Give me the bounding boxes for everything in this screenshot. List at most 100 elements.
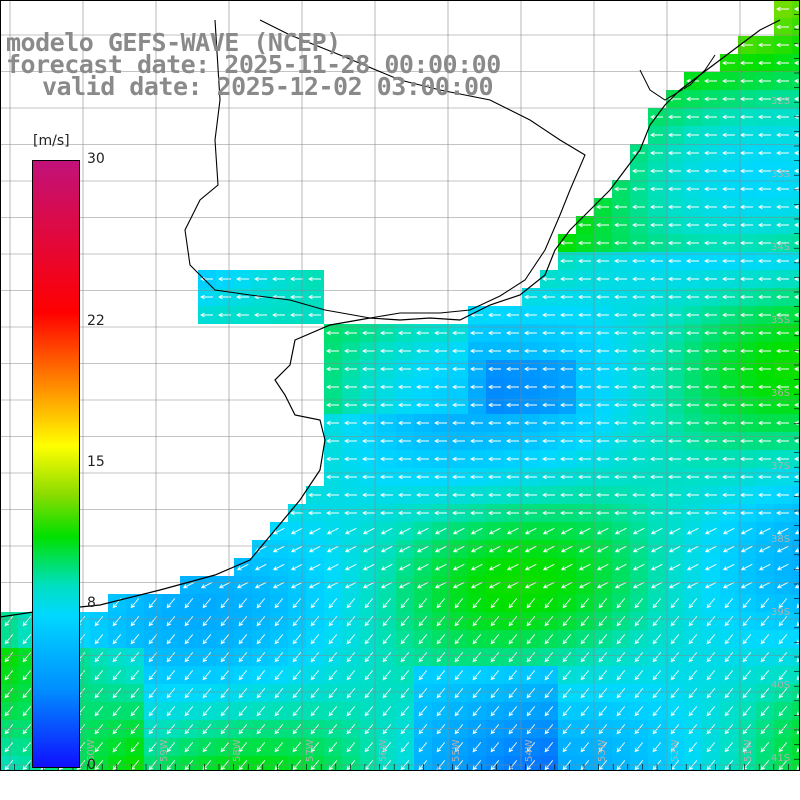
wind-arrow	[776, 204, 789, 210]
wind-arrow	[686, 132, 699, 138]
wind-arrow	[650, 258, 663, 264]
wind-arrow	[668, 150, 681, 156]
wind-arrow	[380, 420, 393, 426]
wind-arrow	[776, 510, 789, 516]
wind-arrow	[758, 114, 771, 120]
wind-arrow	[578, 240, 591, 246]
wind-arrow	[578, 384, 591, 390]
wind-arrow	[776, 527, 789, 535]
wind-arrow	[544, 724, 554, 735]
wind-arrow	[614, 420, 627, 426]
wind-arrow	[740, 492, 753, 498]
wind-arrow	[722, 222, 735, 228]
wind-arrow	[742, 724, 752, 735]
wind-arrow	[580, 652, 590, 663]
wind-arrow	[380, 456, 393, 462]
wind-arrow	[722, 438, 735, 444]
lon-label: 57W	[305, 739, 316, 762]
colorbar-tick-label: 15	[87, 454, 105, 470]
wind-cell	[630, 756, 648, 770]
wind-arrow	[508, 634, 518, 645]
wind-arrow	[758, 204, 771, 210]
wind-arrow	[472, 616, 482, 627]
wind-arrow	[704, 456, 717, 462]
wind-arrow	[256, 688, 266, 699]
wind-arrow	[524, 527, 537, 535]
wind-arrow	[740, 330, 753, 336]
wind-arrow	[616, 670, 626, 681]
wind-arrow	[416, 510, 429, 516]
wind-arrow	[560, 563, 573, 571]
wind-cell	[432, 756, 450, 770]
wind-arrow	[578, 420, 591, 426]
wind-arrow	[632, 510, 645, 516]
wind-arrow	[794, 438, 800, 444]
wind-arrow	[688, 634, 698, 645]
wind-arrow	[688, 724, 698, 735]
wind-arrow	[740, 168, 753, 174]
wind-cell	[288, 756, 306, 770]
wind-arrow	[434, 492, 447, 498]
wind-cell	[378, 756, 396, 770]
wind-arrow	[742, 706, 752, 717]
wind-arrow	[434, 563, 447, 571]
wind-arrow	[632, 276, 645, 282]
lat-label: 36S	[771, 388, 790, 399]
wind-arrow	[632, 330, 645, 336]
wind-arrow	[524, 474, 537, 480]
wind-cell	[792, 594, 800, 612]
wind-arrow	[184, 742, 194, 753]
wind-arrow	[794, 60, 800, 66]
wind-arrow	[418, 634, 428, 645]
wind-cell	[792, 522, 800, 540]
wind-arrow	[344, 366, 357, 372]
wind-arrow	[794, 420, 800, 426]
wind-arrow	[580, 634, 590, 645]
colorbar-unit: [m/s]	[33, 133, 70, 149]
wind-arrow	[416, 402, 429, 408]
wind-arrow	[292, 634, 302, 645]
wind-arrow	[454, 670, 464, 681]
wind-arrow	[742, 652, 752, 663]
wind-arrow	[614, 438, 627, 444]
wind-arrow	[614, 348, 627, 354]
wind-arrow	[724, 670, 734, 681]
wind-arrow	[794, 366, 800, 372]
wind-arrow	[670, 724, 680, 735]
wind-arrow	[596, 294, 609, 300]
wind-arrow	[94, 706, 104, 717]
wind-arrow	[560, 240, 573, 246]
wind-arrow	[632, 563, 645, 571]
wind-arrow	[434, 581, 447, 589]
wind-arrow	[722, 545, 735, 553]
wind-arrow	[290, 527, 303, 535]
wind-arrow	[598, 706, 608, 717]
wind-arrow	[454, 706, 464, 717]
wind-arrow	[472, 706, 482, 717]
wind-arrow	[740, 474, 753, 480]
wind-arrow	[704, 366, 717, 372]
wind-arrow	[632, 186, 645, 192]
wind-arrow	[202, 670, 212, 681]
wind-arrow	[634, 706, 644, 717]
colorbar-tick-label: 30	[87, 151, 105, 167]
wind-arrow	[470, 330, 483, 336]
wind-arrow	[562, 670, 572, 681]
wind-arrow	[632, 545, 645, 553]
wind-arrow	[184, 652, 194, 663]
wind-arrow	[740, 527, 753, 535]
wind-arrow	[184, 688, 194, 699]
wind-arrow	[380, 366, 393, 372]
wind-arrow	[542, 510, 555, 516]
wind-arrow	[272, 563, 285, 571]
wind-arrow	[544, 688, 554, 699]
wind-arrow	[704, 581, 717, 589]
wind-arrow	[526, 634, 536, 645]
wind-arrow	[398, 563, 411, 571]
wind-arrow	[400, 742, 410, 753]
wind-arrow	[776, 420, 789, 426]
wind-cell	[90, 756, 108, 770]
wind-arrow	[596, 366, 609, 372]
wind-arrow	[542, 581, 555, 589]
wind-arrow	[634, 634, 644, 645]
